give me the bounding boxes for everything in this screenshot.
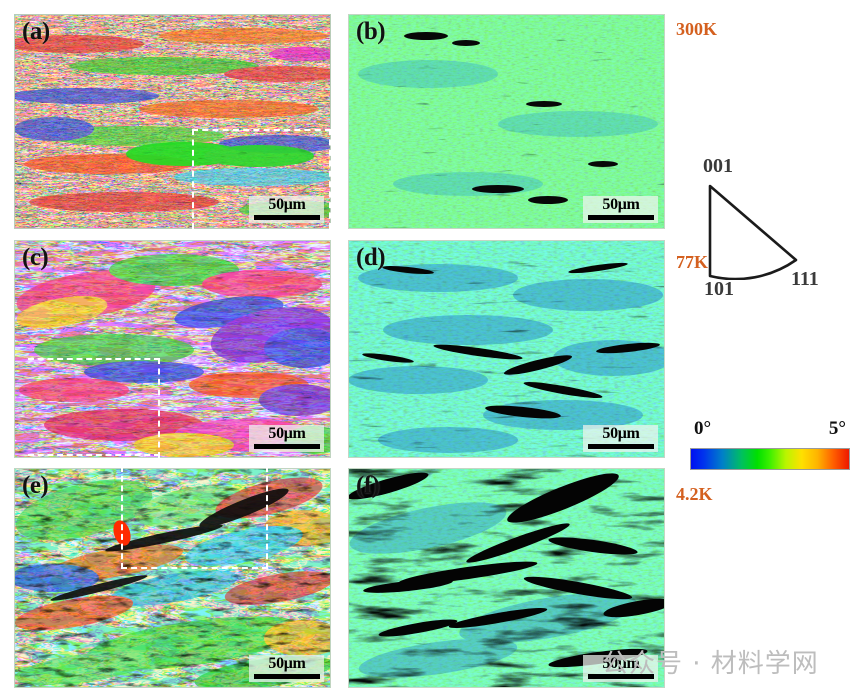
panel-e-ipf-map[interactable]: (e) 50μm [14,468,331,688]
roi-box-a [192,129,331,229]
roi-line-right-c [158,358,160,458]
panel-a-ipf-map[interactable]: (a) 50μm [14,14,331,229]
scale-bar-c: 50μm [249,425,324,452]
panel-label-f: (f) [356,472,380,499]
scale-bar-rule-f [588,674,654,679]
temperature-label-300k: 300K [676,19,718,39]
scale-bar-label-d: 50μm [602,425,640,442]
scale-bar-d: 50μm [583,425,658,452]
scale-bar-rule-b [588,215,654,220]
panel-label-a: (a) [22,18,50,45]
panel-label-c: (c) [22,244,49,271]
panel-f-image [348,468,665,688]
kam-max-label: 5° [828,418,846,439]
kam-min-label: 0° [694,418,712,439]
scale-bar-label-e: 50μm [268,655,306,672]
panel-label-d: (d) [356,244,386,271]
scale-bar-label-b: 50μm [602,196,640,213]
panel-d-kam-map[interactable]: (d) 50μm [348,240,665,458]
panel-f-kam-map[interactable]: (f) 50μm [348,468,665,688]
scale-bar-rule-d [588,444,654,449]
ipf-corner-101-label: 101 [704,278,734,300]
panel-label-e: (e) [22,472,49,499]
ipf-color-key: 001 101 111 [676,155,856,303]
panel-b-image [348,14,665,229]
roi-line-top-c [28,358,160,360]
scale-bar-label-f: 50μm [602,655,640,672]
scale-bar-b: 50μm [583,196,658,223]
roi-box-e [121,468,268,569]
kam-color-key: 0° 5° [688,418,858,478]
ipf-corner-111-label: 111 [791,268,819,290]
scale-bar-rule-c [254,444,320,449]
panel-label-b: (b) [356,18,386,45]
panel-e-image [14,468,331,688]
ipf-corner-001-label: 001 [703,155,733,177]
scale-bar-label-c: 50μm [268,425,306,442]
temperature-label-42k: 4.2K [676,484,713,504]
panel-d-image [348,240,665,458]
scale-bar-e: 50μm [249,655,324,682]
scale-bar-a: 50μm [249,196,324,223]
kam-gradient-bar [690,448,850,470]
scale-bar-rule-a [254,215,320,220]
temperature-label-77k: 77K [676,252,709,272]
ipf-triangle-icon [708,184,798,280]
panel-b-kam-map[interactable]: (b) 50μm [348,14,665,229]
panel-c-ipf-map[interactable]: (c) 50μm [14,240,331,458]
panel-a-image [14,14,331,229]
watermark-text: 公众号 · 材料学网 [602,649,819,679]
scale-bar-label-a: 50μm [268,196,306,213]
scale-bar-rule-e [254,674,320,679]
roi-line-bottom-c [28,454,160,456]
panel-c-image [14,240,331,458]
scale-bar-f: 50μm [583,655,658,682]
